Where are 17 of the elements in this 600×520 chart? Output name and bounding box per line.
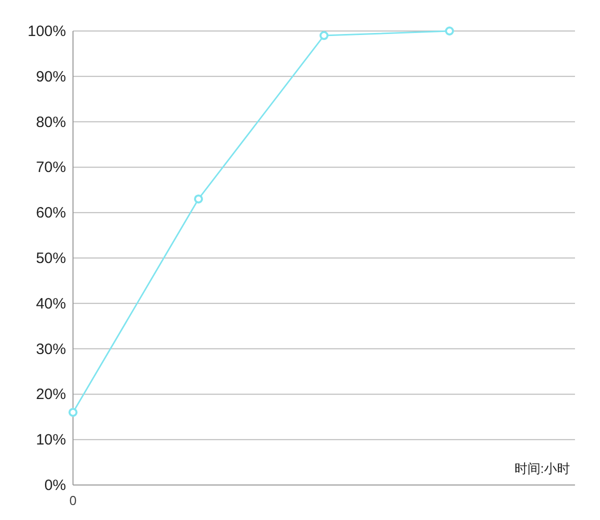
point — [445, 26, 454, 36]
y-tick-label: 60% — [36, 204, 66, 222]
y-tick-label: 100% — [28, 23, 66, 40]
point — [68, 408, 78, 417]
x-axis-title: 时间:小时 — [514, 461, 570, 476]
y-tick-label: 30% — [36, 340, 66, 358]
point — [194, 194, 203, 204]
y-tick-label: 0% — [44, 477, 66, 494]
y-tick-label: 10% — [36, 432, 66, 449]
point — [320, 31, 328, 40]
y-tick-label: 50% — [36, 250, 66, 267]
y-tick-label: 90% — [36, 68, 66, 86]
y-tick-label: 40% — [36, 295, 66, 312]
x-tick-label: 0 — [69, 493, 77, 508]
y-tick-label: 20% — [36, 386, 66, 404]
y-tick-label: 70% — [36, 159, 66, 176]
y-tick-label: 80% — [36, 114, 66, 131]
